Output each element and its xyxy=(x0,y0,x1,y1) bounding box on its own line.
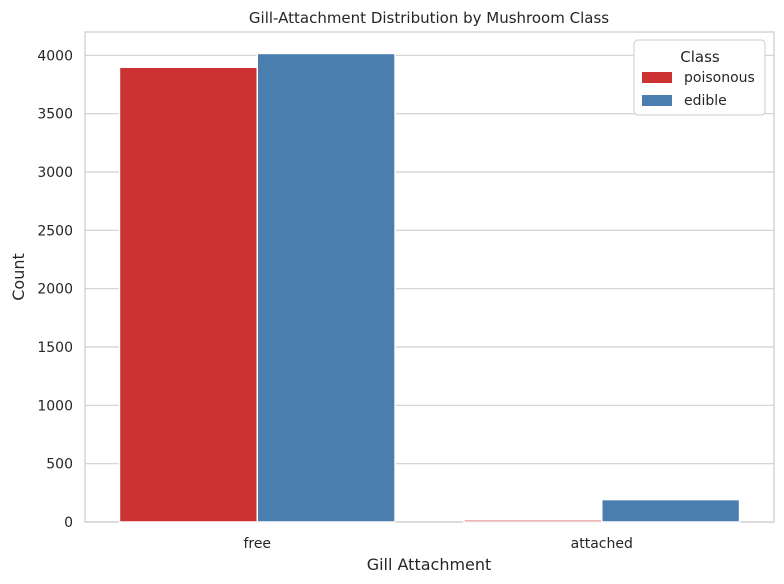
x-tick-label: free xyxy=(243,536,271,552)
legend-swatch-edible xyxy=(642,95,672,106)
y-tick-label: 2000 xyxy=(37,282,73,298)
plot-area-frame xyxy=(84,31,775,523)
y-tick-label: 1000 xyxy=(37,398,73,414)
legend-label-poisonous: poisonous xyxy=(684,70,755,86)
legend-title: Class xyxy=(680,48,720,66)
x-tick-label: attached xyxy=(571,536,633,552)
y-tick-label: 3000 xyxy=(37,165,73,181)
bars xyxy=(118,52,741,523)
legend-swatch-poisonous xyxy=(642,72,672,83)
chart-title: Gill-Attachment Distribution by Mushroom… xyxy=(249,9,609,27)
legend: Class poisonous edible xyxy=(633,39,766,116)
y-tick-label: 0 xyxy=(64,515,73,531)
y-axis-label: Count xyxy=(9,253,28,301)
bar-poisonous-attached xyxy=(463,519,603,523)
y-tick-label: 2500 xyxy=(37,223,73,239)
bar-edible-attached xyxy=(601,498,741,523)
bar-edible-free xyxy=(256,52,396,523)
y-tick-labels: 0 500 1000 1500 2000 2500 3000 3500 4000 xyxy=(37,48,73,531)
y-tick-label: 3500 xyxy=(37,107,73,123)
legend-label-edible: edible xyxy=(684,93,727,109)
legend-items: poisonous edible xyxy=(642,70,755,109)
y-tick-label: 1500 xyxy=(37,340,73,356)
x-axis-label: Gill Attachment xyxy=(367,555,492,574)
x-tick-labels: free attached xyxy=(243,536,632,552)
y-tick-label: 500 xyxy=(46,457,73,473)
bar-poisonous-free xyxy=(118,66,258,523)
y-tick-label: 4000 xyxy=(37,48,73,64)
